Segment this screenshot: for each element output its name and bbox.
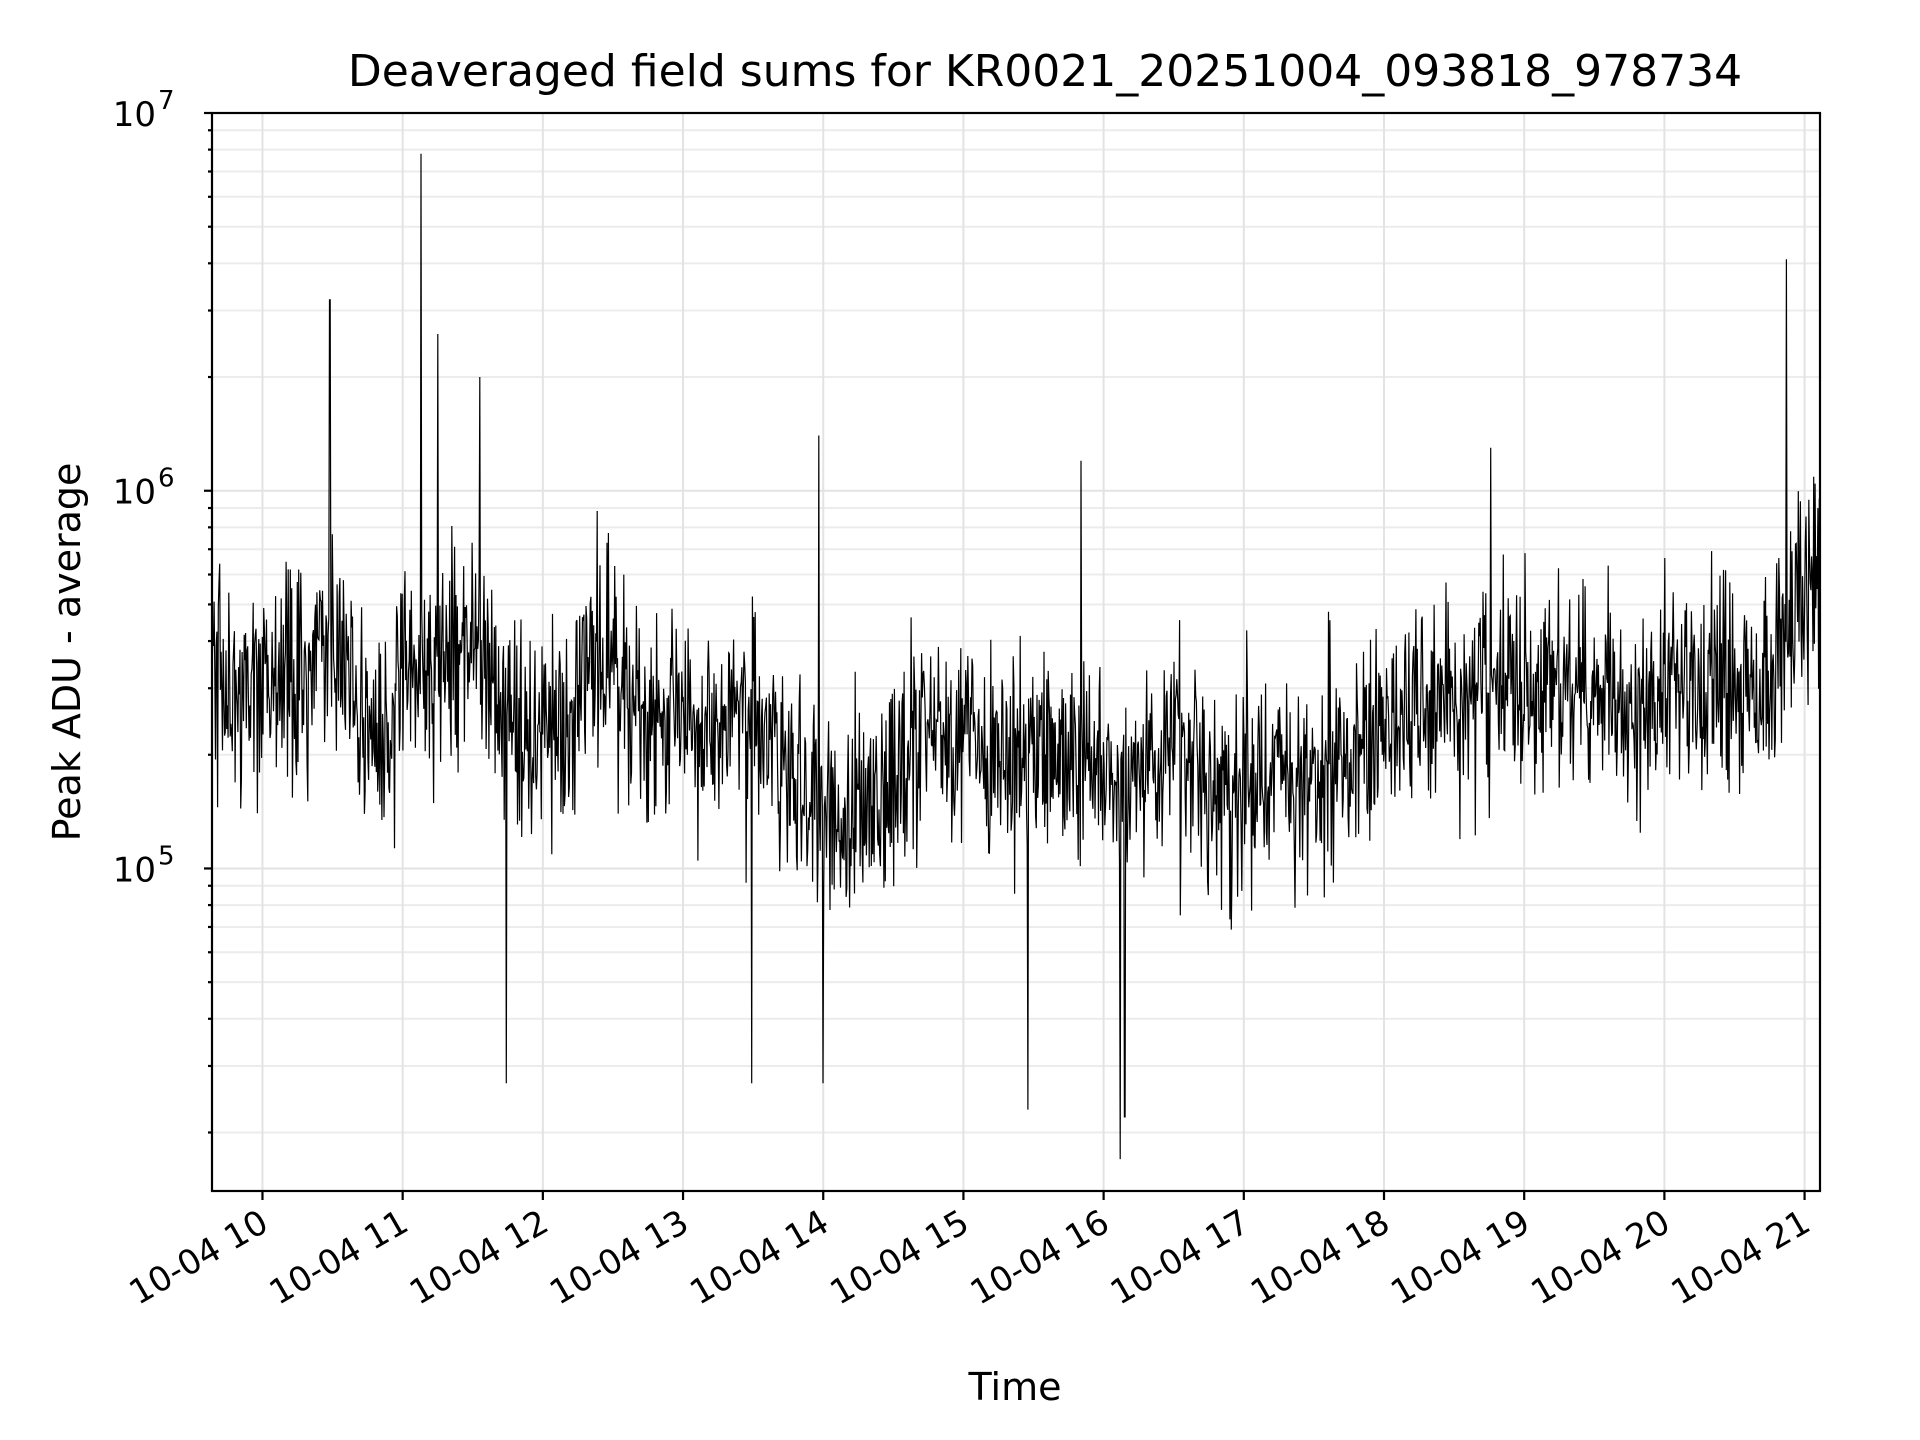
x-tick-label: 10-04 15 [824, 1202, 976, 1313]
x-tick-label: 10-04 17 [1104, 1202, 1256, 1313]
y-tick-label: 10 [113, 473, 156, 513]
x-tick-label: 10-04 20 [1524, 1202, 1676, 1313]
y-tick-label-exponent: 5 [158, 841, 175, 871]
x-tick-label: 10-04 16 [964, 1202, 1116, 1313]
y-axis-label: Peak ADU - average [45, 463, 89, 842]
x-tick-label: 10-04 10 [123, 1202, 275, 1313]
x-tick-label: 10-04 12 [403, 1202, 555, 1313]
x-axis-label: Time [968, 1365, 1062, 1409]
series-layer [211, 153, 1821, 1160]
chart-title: Deaveraged field sums for KR0021_2025100… [348, 46, 1742, 97]
y-tick-label: 10 [113, 95, 156, 135]
y-tick-label-exponent: 7 [158, 86, 175, 116]
y-tick-label-exponent: 6 [158, 464, 175, 494]
x-tick-label: 10-04 19 [1384, 1202, 1536, 1313]
x-tick-label: 10-04 21 [1665, 1202, 1817, 1313]
y-tick-label: 10 [113, 850, 156, 890]
x-tick-label: 10-04 14 [683, 1202, 835, 1313]
x-tick-label: 10-04 13 [543, 1202, 695, 1313]
series-line [211, 153, 1821, 1160]
x-tick-label: 10-04 18 [1244, 1202, 1396, 1313]
x-tick-label: 10-04 11 [263, 1202, 415, 1313]
plot-frame [210, 111, 1822, 1193]
